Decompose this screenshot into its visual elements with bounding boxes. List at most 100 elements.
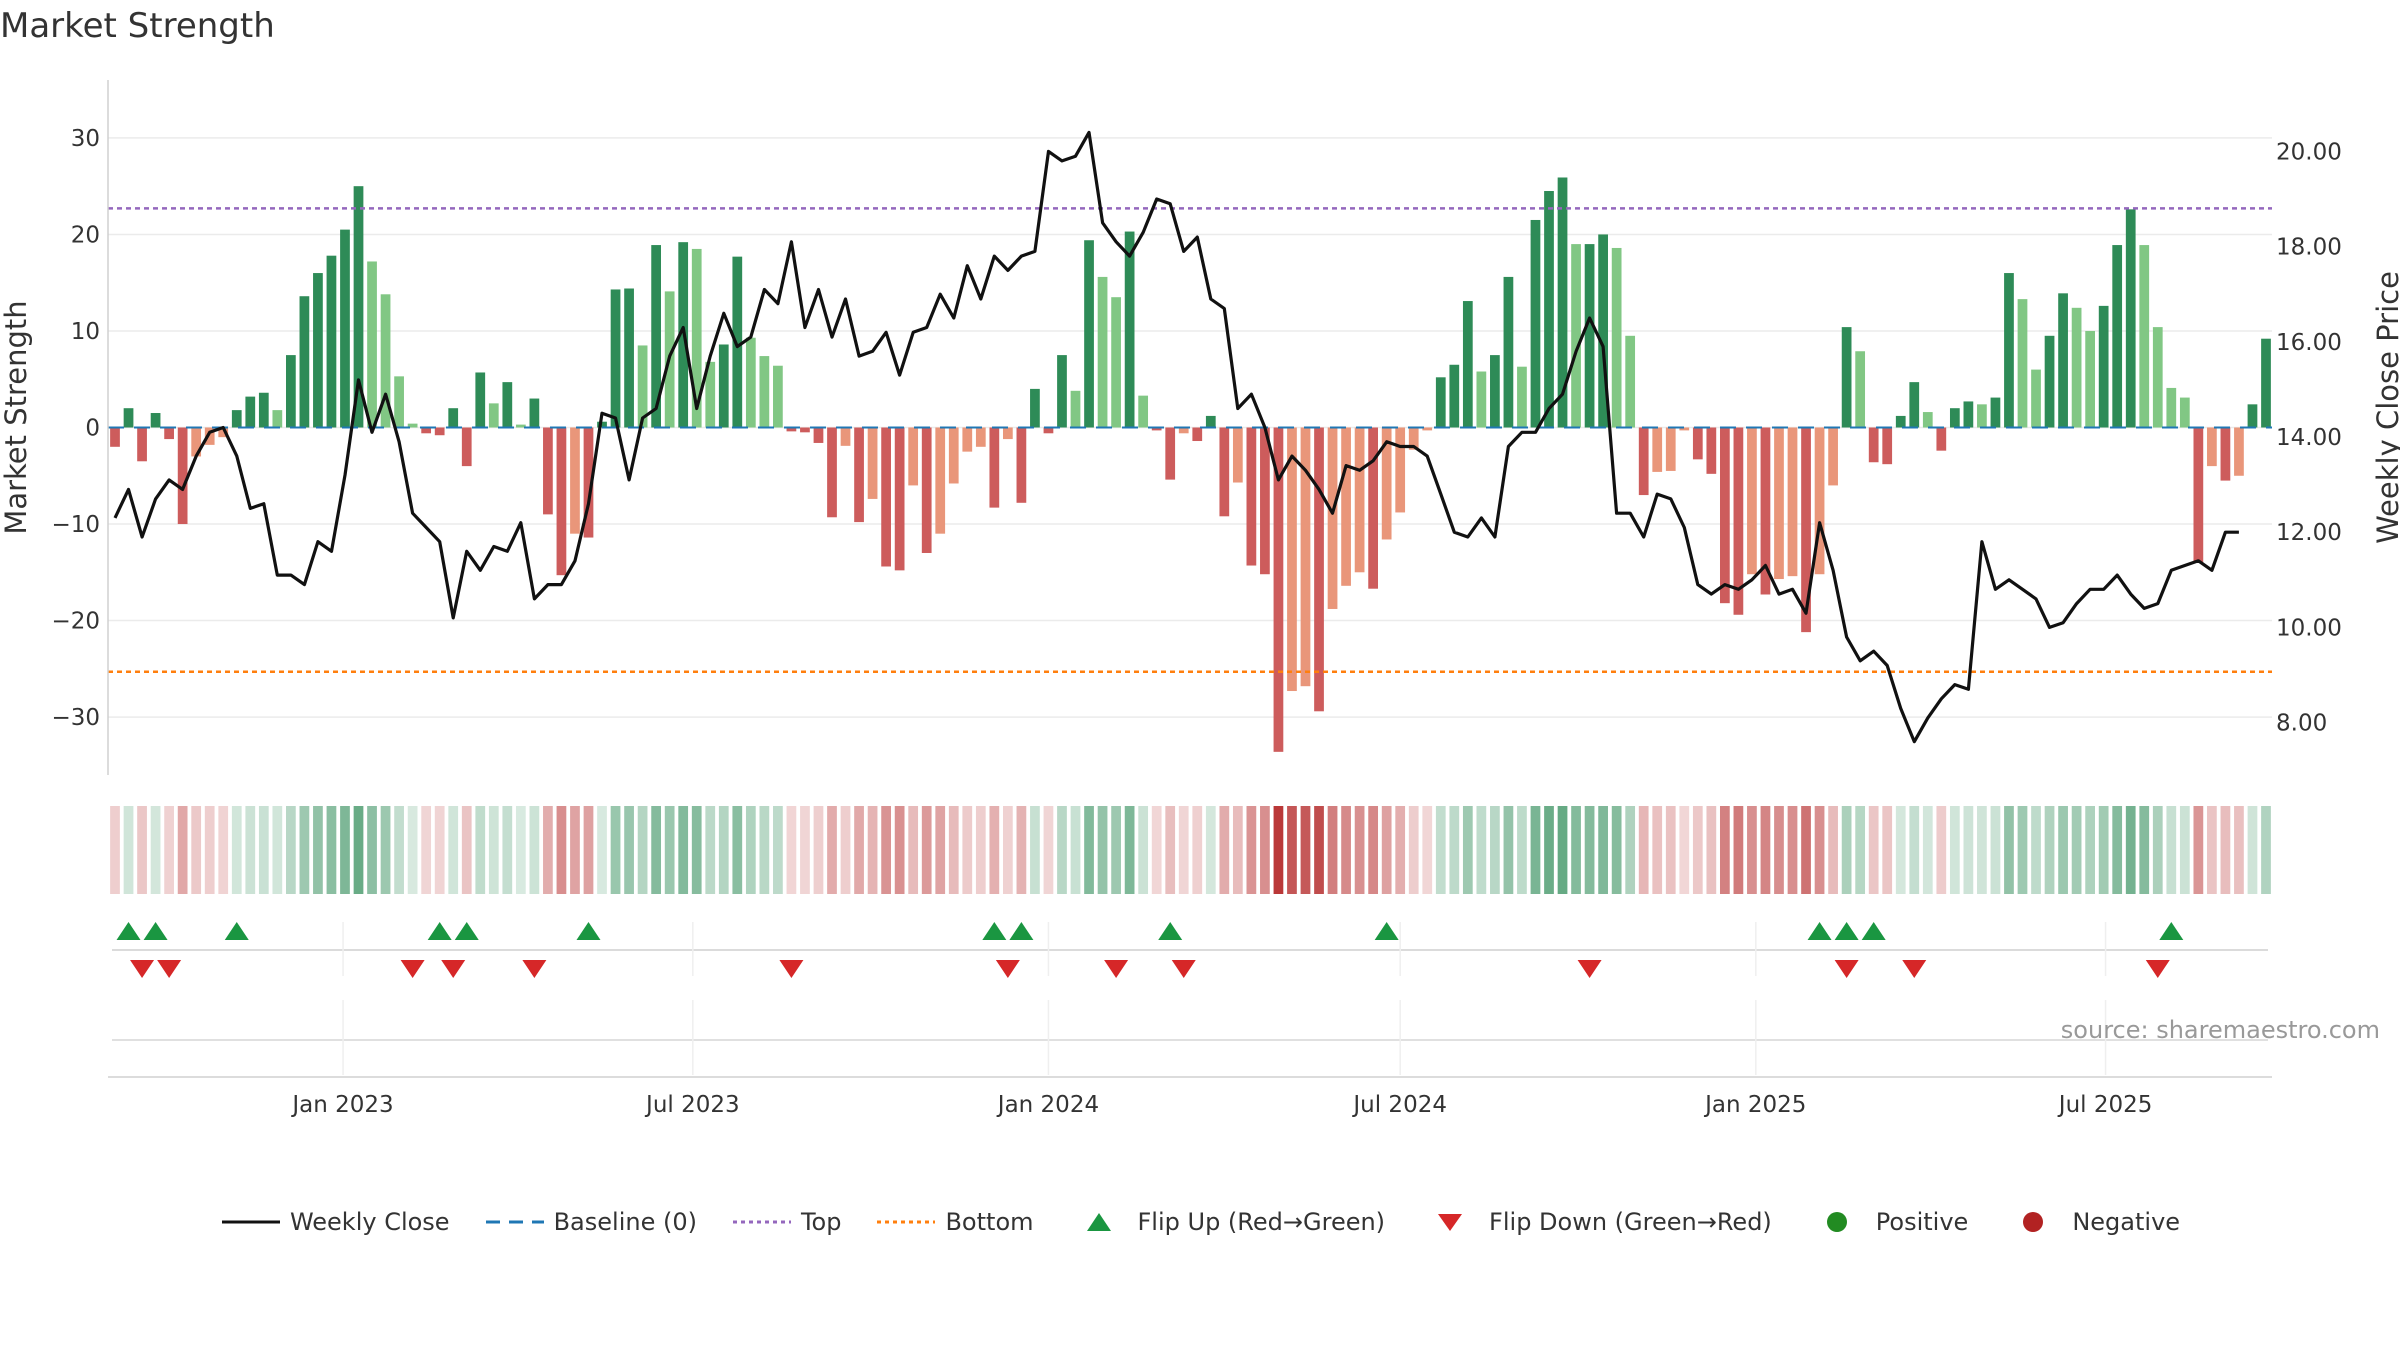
heat-cell xyxy=(394,806,404,894)
strength-bar xyxy=(570,427,580,534)
heat-cell xyxy=(1327,806,1338,894)
dotted-line-swatch-icon xyxy=(877,1220,936,1224)
legend-label: Weekly Close xyxy=(289,1208,450,1236)
heat-cell xyxy=(1571,806,1581,894)
heat-cell xyxy=(1787,806,1798,894)
heat-cell xyxy=(191,806,202,894)
strength-bar xyxy=(285,355,296,428)
strength-bar xyxy=(1922,412,1933,428)
strength-bar xyxy=(1625,335,1636,428)
strength-bar xyxy=(407,423,418,428)
strength-bar xyxy=(1949,408,1960,428)
heat-cell xyxy=(1557,806,1568,894)
strength-bar xyxy=(448,408,459,428)
strength-bar xyxy=(2247,404,2258,428)
strength-bar xyxy=(962,427,973,452)
heat-cell xyxy=(1490,806,1500,894)
legend-bottom[interactable]: Bottom xyxy=(875,1208,1034,1236)
legend-flip-down[interactable]: Flip Down (Green→Red) xyxy=(1419,1208,1772,1236)
legend-baseline[interactable]: Baseline (0) xyxy=(484,1208,697,1236)
heat-cell xyxy=(1598,806,1608,894)
heat-cell xyxy=(1638,806,1649,894)
x-tick-label: Jan 2024 xyxy=(996,1092,1099,1118)
legend-positive[interactable]: Positive xyxy=(1806,1208,1968,1236)
heat-cell xyxy=(1354,806,1365,894)
heat-cell xyxy=(1043,806,1054,894)
flip-up-marker xyxy=(1009,922,1034,940)
heat-cell xyxy=(407,806,418,894)
strength-bar xyxy=(1841,327,1852,428)
strength-bar xyxy=(137,427,147,462)
legend-label: Baseline (0) xyxy=(553,1208,697,1236)
heat-cell xyxy=(461,806,472,894)
strength-bar xyxy=(867,427,878,499)
heat-cell xyxy=(164,806,174,894)
flip-markers xyxy=(112,922,2268,978)
strength-bar xyxy=(1828,427,1838,486)
legend-negative[interactable]: Negative xyxy=(2002,1208,2180,1236)
heat-cell xyxy=(637,806,648,894)
strength-bar xyxy=(488,403,499,428)
y-left-tick-label: −20 xyxy=(51,609,100,635)
strength-bar xyxy=(515,424,526,428)
heat-cell xyxy=(299,806,310,894)
flip-up-marker xyxy=(1807,922,1832,940)
y-right-tick-label: 20.00 xyxy=(2276,139,2342,165)
y-right-tick-label: 10.00 xyxy=(2276,615,2342,641)
strength-bar xyxy=(204,427,215,445)
heat-cell xyxy=(1368,806,1379,894)
heat-cell xyxy=(1719,806,1730,894)
heat-cell xyxy=(1030,806,1040,894)
strength-bar xyxy=(1760,427,1771,595)
strength-bar xyxy=(786,427,797,432)
strength-bar xyxy=(326,255,337,428)
dotted-line-swatch-icon xyxy=(732,1220,791,1224)
strength-bar xyxy=(624,288,634,428)
heat-cell xyxy=(610,806,621,894)
legend-top[interactable]: Top xyxy=(731,1208,841,1236)
heat-cell xyxy=(840,806,851,894)
strength-bar xyxy=(1774,427,1784,580)
strength-bar xyxy=(732,256,743,428)
strength-bar xyxy=(1638,427,1649,496)
heat-cell xyxy=(800,806,810,894)
strength-bar xyxy=(935,427,946,534)
heat-cell xyxy=(759,806,770,894)
heat-cell xyxy=(2017,806,2028,894)
strength-bar xyxy=(651,245,662,428)
strength-bar xyxy=(1314,427,1324,712)
legend-weekly-close[interactable]: Weekly Close xyxy=(220,1208,450,1236)
strength-bar xyxy=(1205,415,1216,428)
heat-cell xyxy=(2004,806,2014,894)
heat-cell xyxy=(2125,806,2136,894)
strength-bar xyxy=(948,427,959,484)
strength-bar xyxy=(2125,209,2136,428)
y-left-tick-label: −30 xyxy=(51,705,100,731)
heat-cell xyxy=(1990,806,2001,894)
strength-bar xyxy=(1192,427,1203,442)
strength-bar xyxy=(637,345,648,428)
source-credit: source: sharemaestro.com xyxy=(2060,1016,2380,1044)
strength-bar xyxy=(529,398,540,428)
strength-bar xyxy=(1408,427,1419,450)
strength-bar xyxy=(1936,427,1947,451)
y-left-tick-label: 30 xyxy=(71,126,100,152)
heat-cell xyxy=(1273,806,1284,894)
heat-cell xyxy=(285,806,296,894)
strength-bar xyxy=(840,427,851,446)
strength-bar xyxy=(2031,369,2041,428)
flip-up-marker xyxy=(116,922,141,940)
heat-cell xyxy=(1760,806,1771,894)
strength-bar xyxy=(1544,191,1554,428)
strength-bar xyxy=(1273,427,1284,752)
heat-cell xyxy=(1855,806,1866,894)
flip-down-marker xyxy=(1171,960,1196,978)
heat-cell xyxy=(1395,806,1406,894)
strength-bar xyxy=(1151,427,1162,431)
strength-bar xyxy=(2152,327,2163,428)
flip-down-marker xyxy=(157,960,182,978)
strength-bar xyxy=(1652,427,1663,472)
heat-cell xyxy=(921,806,932,894)
strength-bar xyxy=(894,427,905,571)
legend-flip-up[interactable]: Flip Up (Red→Green) xyxy=(1068,1208,1385,1236)
